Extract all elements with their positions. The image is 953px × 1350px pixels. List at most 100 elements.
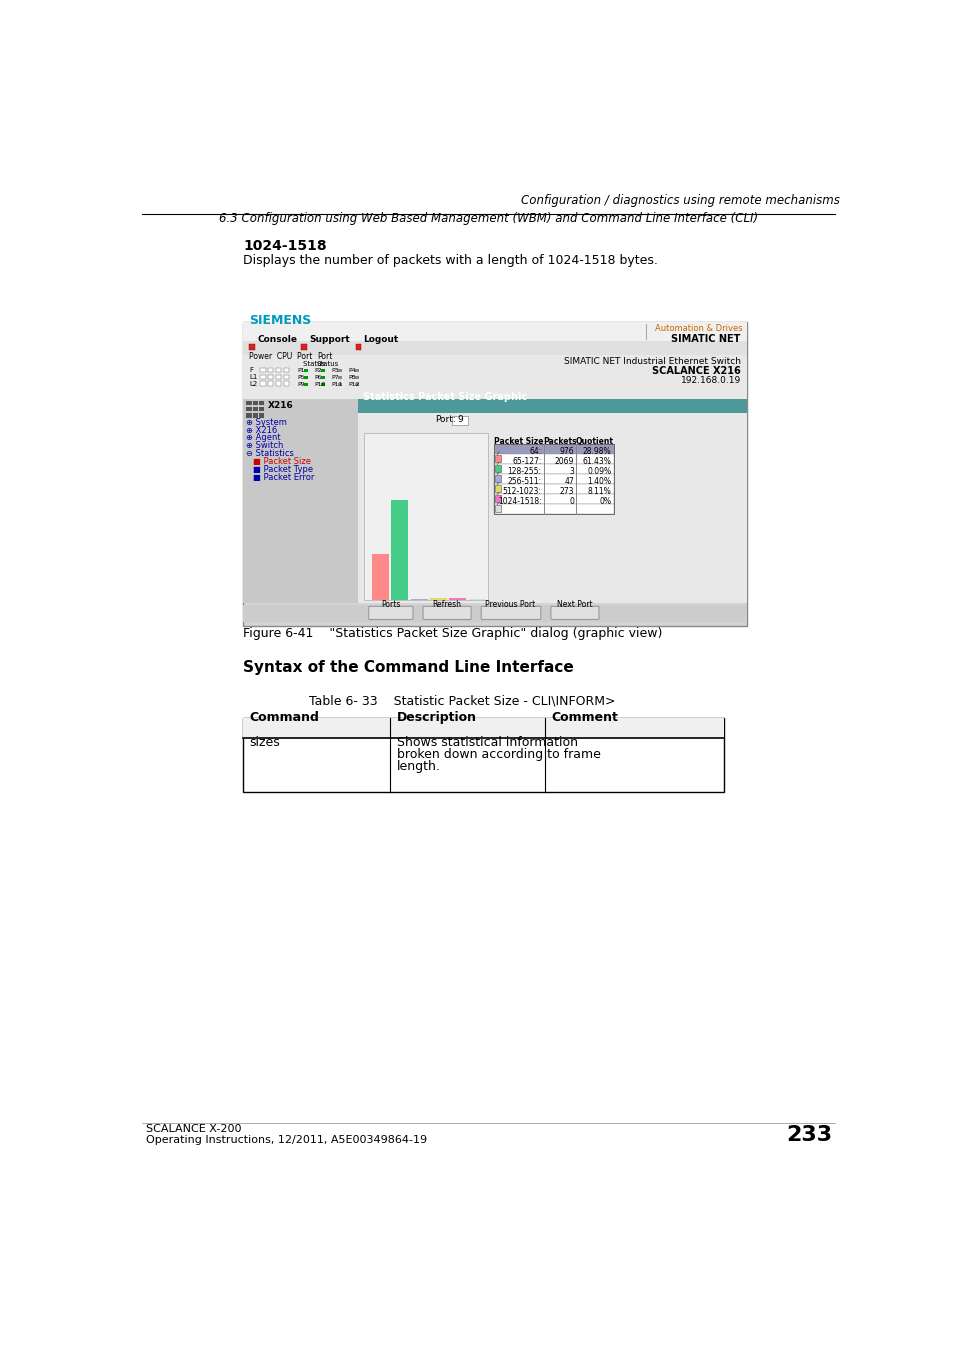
Bar [391,500,408,601]
Text: ✓: ✓ [495,462,499,466]
Text: 273: 273 [559,487,574,497]
Bar [495,455,500,462]
Bar [364,433,488,601]
Text: 47: 47 [564,477,574,486]
Text: Automation & Drives: Automation & Drives [655,324,742,333]
Bar [246,406,252,412]
Bar [243,718,723,792]
Text: 1024-1518: 1024-1518 [243,239,327,252]
Bar [493,464,613,474]
Text: 0.09%: 0.09% [587,467,611,477]
Bar [301,344,307,350]
Text: Quotient: Quotient [576,437,614,446]
Bar [495,486,500,491]
Text: Description: Description [396,711,476,724]
Bar [303,383,307,386]
Text: Command: Command [249,711,319,724]
Bar [493,483,613,494]
Bar [337,377,341,379]
Bar [258,406,264,412]
Bar [372,555,389,601]
Text: ■ Packet Size: ■ Packet Size [253,458,311,466]
Text: ■ Packet Type: ■ Packet Type [253,464,313,474]
Text: 6.3 Configuration using Web Based Management (WBM) and Command Line Interface (C: 6.3 Configuration using Web Based Manage… [219,212,758,225]
Text: Power  CPU  Port: Power CPU Port [249,351,313,360]
Text: Configuration / diagnostics using remote mechanisms: Configuration / diagnostics using remote… [520,193,840,207]
Text: P6: P6 [314,375,322,379]
Text: length.: length. [396,760,440,774]
Text: ⊖ Statistics: ⊖ Statistics [246,448,294,458]
Bar [337,369,341,373]
Bar [357,400,746,603]
Text: Status: Status [316,360,338,367]
Bar [320,383,324,386]
Text: ✓: ✓ [495,501,499,506]
Bar [495,505,500,512]
Text: Previous Port: Previous Port [485,599,536,609]
Text: 256-511:: 256-511: [507,477,541,486]
Bar [246,401,252,405]
Bar [260,367,266,373]
Text: P5: P5 [297,375,305,379]
Text: sizes: sizes [249,736,280,749]
Text: Table 6- 33    Statistic Packet Size - CLI\INFORM>: Table 6- 33 Statistic Packet Size - CLI\… [309,694,615,707]
Bar [268,382,274,386]
Text: 8.11%: 8.11% [587,487,611,497]
Text: 61.43%: 61.43% [582,458,611,466]
Text: Refresh: Refresh [432,599,461,609]
Bar [303,377,307,379]
Text: 1024-1518:: 1024-1518: [497,497,541,506]
Bar [243,400,357,603]
Text: 64:: 64: [529,447,541,456]
Text: ✓: ✓ [495,451,499,456]
Text: ■ Packet Error: ■ Packet Error [253,472,314,482]
Text: broken down according to frame: broken down according to frame [396,748,600,761]
Bar [268,374,274,379]
Bar [275,374,281,379]
Text: P10: P10 [314,382,326,387]
Text: 2069: 2069 [555,458,574,466]
Text: SCALANCE X-200: SCALANCE X-200 [146,1123,242,1134]
Bar [243,323,746,626]
Text: Port:: Port: [435,414,456,424]
Text: SIMATIC NET: SIMATIC NET [671,335,740,344]
Bar [253,401,257,405]
Bar [303,369,307,373]
Text: Ports: Ports [380,599,399,609]
Text: 28.98%: 28.98% [582,447,611,456]
Bar [283,367,289,373]
Text: Shows statistical information: Shows statistical information [396,736,578,749]
Text: Operating Instructions, 12/2011, A5E00349864-19: Operating Instructions, 12/2011, A5E0034… [146,1134,427,1145]
FancyBboxPatch shape [369,606,413,620]
Bar [243,340,746,355]
Text: 976: 976 [559,447,574,456]
Text: P3: P3 [332,369,339,373]
Bar [495,466,500,471]
Bar [357,400,746,413]
Bar [493,494,613,504]
Text: Displays the number of packets with a length of 1024-1518 bytes.: Displays the number of packets with a le… [243,254,658,267]
Text: L1: L1 [249,374,257,379]
Bar [355,377,358,379]
Text: Syntax of the Command Line Interface: Syntax of the Command Line Interface [243,660,574,675]
Text: Statistics Packet Size Graphic: Statistics Packet Size Graphic [362,393,526,402]
Bar [253,406,257,412]
Bar [243,323,746,340]
Text: X216: X216 [268,401,294,410]
Text: ✓: ✓ [495,471,499,477]
Text: Port: Port [316,351,332,360]
Text: Packet Size: Packet Size [493,437,542,446]
Text: ⊕ X216: ⊕ X216 [246,425,277,435]
Bar [430,598,447,601]
Text: Figure 6-41    "Statistics Packet Size Graphic" dialog (graphic view): Figure 6-41 "Statistics Packet Size Grap… [243,628,662,640]
Bar [258,413,264,417]
Bar [249,344,254,350]
Bar [243,355,746,400]
Text: Support: Support [309,336,350,344]
Text: 192.168.0.19: 192.168.0.19 [679,377,740,385]
Bar [493,454,613,464]
Bar [495,475,500,482]
Text: ✓: ✓ [495,491,499,497]
Text: Packets: Packets [543,437,577,446]
Text: 65-127:: 65-127: [512,458,541,466]
